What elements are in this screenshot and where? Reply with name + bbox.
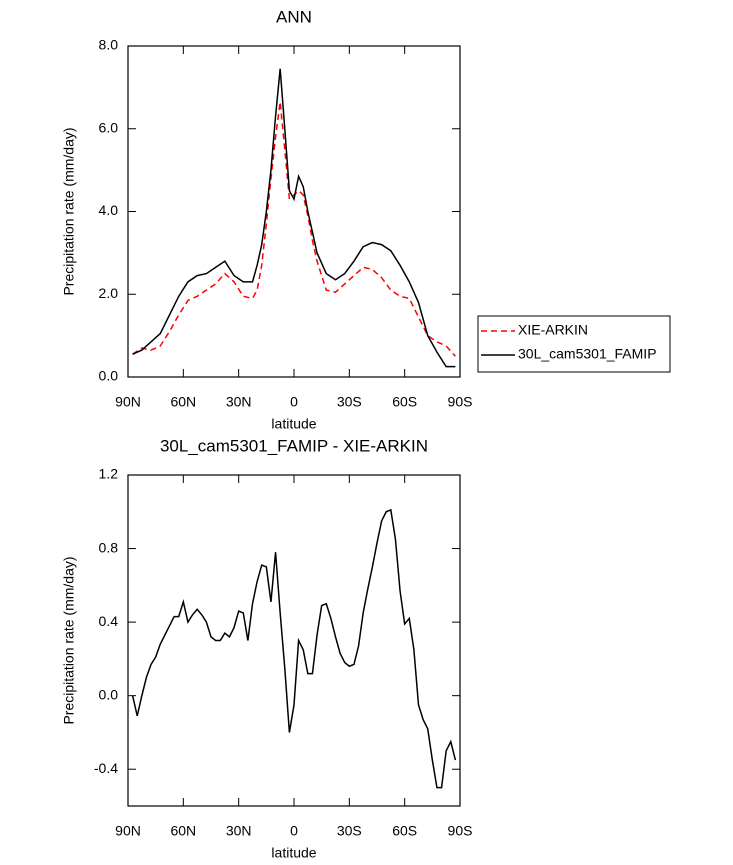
x-tick-label: 90N <box>115 823 141 839</box>
data-line <box>131 508 457 789</box>
plot-frame <box>127 45 461 378</box>
y-axis-label: Precipitation rate (mm/day) <box>61 127 77 295</box>
y-tick-label: 0.0 <box>99 686 119 702</box>
x-tick-label: 60N <box>170 394 196 410</box>
x-tick-label: 30N <box>226 823 252 839</box>
y-tick-label: -0.4 <box>94 760 118 776</box>
y-axis-label: Precipitation rate (mm/day) <box>61 556 77 724</box>
y-tick-label: 0.4 <box>99 613 119 629</box>
x-tick-label: 90S <box>448 394 473 410</box>
y-tick-label: 0.8 <box>99 539 119 555</box>
x-tick-label: 30S <box>337 823 362 839</box>
x-tick-label: 0 <box>290 394 298 410</box>
x-tick-label: 60S <box>392 394 417 410</box>
y-tick-label: 1.2 <box>99 466 119 482</box>
x-tick-label: 90S <box>448 823 473 839</box>
legend-label: 30L_cam5301_FAMIP <box>518 346 657 362</box>
y-tick-label: 2.0 <box>99 285 119 301</box>
x-tick-label: 60N <box>170 823 196 839</box>
x-tick-label: 0 <box>290 823 298 839</box>
x-tick-label: 30S <box>337 394 362 410</box>
x-axis-label: latitude <box>271 845 316 861</box>
chart-title: ANN <box>276 7 312 26</box>
x-axis-label: latitude <box>271 416 316 432</box>
x-tick-label: 30N <box>226 394 252 410</box>
y-tick-label: 8.0 <box>99 37 119 53</box>
legend-box <box>477 315 671 373</box>
data-line <box>132 68 456 368</box>
y-tick-label: 6.0 <box>99 119 119 135</box>
x-tick-label: 60S <box>392 823 417 839</box>
y-tick-label: 0.0 <box>99 368 119 384</box>
y-tick-label: 4.0 <box>99 202 119 218</box>
chart-title: 30L_cam5301_FAMIP - XIE-ARKIN <box>160 436 428 455</box>
legend-label: XIE-ARKIN <box>518 322 588 338</box>
plot-frame <box>127 474 461 807</box>
x-tick-label: 90N <box>115 394 141 410</box>
data-line <box>132 101 456 357</box>
